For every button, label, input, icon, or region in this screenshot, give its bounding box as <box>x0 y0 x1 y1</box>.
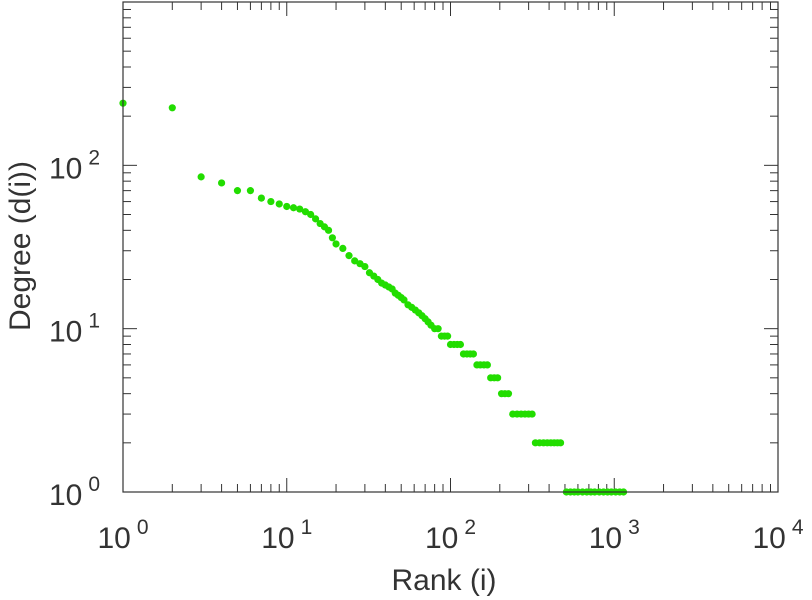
data-point <box>351 257 359 265</box>
data-point <box>494 374 502 382</box>
data-point <box>556 439 565 447</box>
data-point <box>456 340 465 349</box>
data-point <box>168 104 176 112</box>
data-point <box>434 325 442 333</box>
data-point <box>345 252 353 260</box>
data-point <box>332 240 340 248</box>
y-axis-label: Degree (d(i)) <box>4 161 37 331</box>
data-point <box>311 215 320 223</box>
data-point <box>328 234 336 242</box>
data-point <box>504 390 513 398</box>
data-points <box>119 99 628 496</box>
x-tick-label: 10 4 <box>752 516 803 555</box>
y-tick-label: 10 2 <box>49 146 100 185</box>
data-point <box>361 262 369 271</box>
x-tick-labels: 10 0 10 1 10 2 10 3 10 4 <box>97 516 803 555</box>
data-point <box>483 361 491 369</box>
data-point <box>443 332 452 340</box>
data-point <box>400 296 408 304</box>
data-point <box>233 187 242 195</box>
y-tick-label: 10 1 <box>49 310 100 349</box>
data-point <box>469 350 478 358</box>
data-point <box>283 202 291 211</box>
data-point <box>275 200 283 208</box>
data-point <box>307 210 315 219</box>
data-point <box>246 187 255 195</box>
data-point <box>257 194 265 202</box>
data-point <box>301 208 310 216</box>
data-point <box>197 173 205 181</box>
data-point <box>339 244 347 253</box>
x-tick-label: 10 3 <box>589 516 640 555</box>
x-tick-label: 10 1 <box>261 516 312 555</box>
data-point <box>296 205 304 213</box>
plot-frame <box>122 1 779 493</box>
x-axis-label: Rank (i) <box>391 564 496 597</box>
data-point <box>289 204 298 212</box>
data-point <box>324 226 333 234</box>
y-tick-label: 10 0 <box>49 473 100 512</box>
data-point <box>267 197 275 206</box>
data-point <box>528 410 536 418</box>
x-tick-label: 10 2 <box>425 516 476 555</box>
data-point <box>217 179 226 187</box>
x-tick-label: 10 0 <box>97 516 148 555</box>
axis-ticks <box>122 2 778 493</box>
